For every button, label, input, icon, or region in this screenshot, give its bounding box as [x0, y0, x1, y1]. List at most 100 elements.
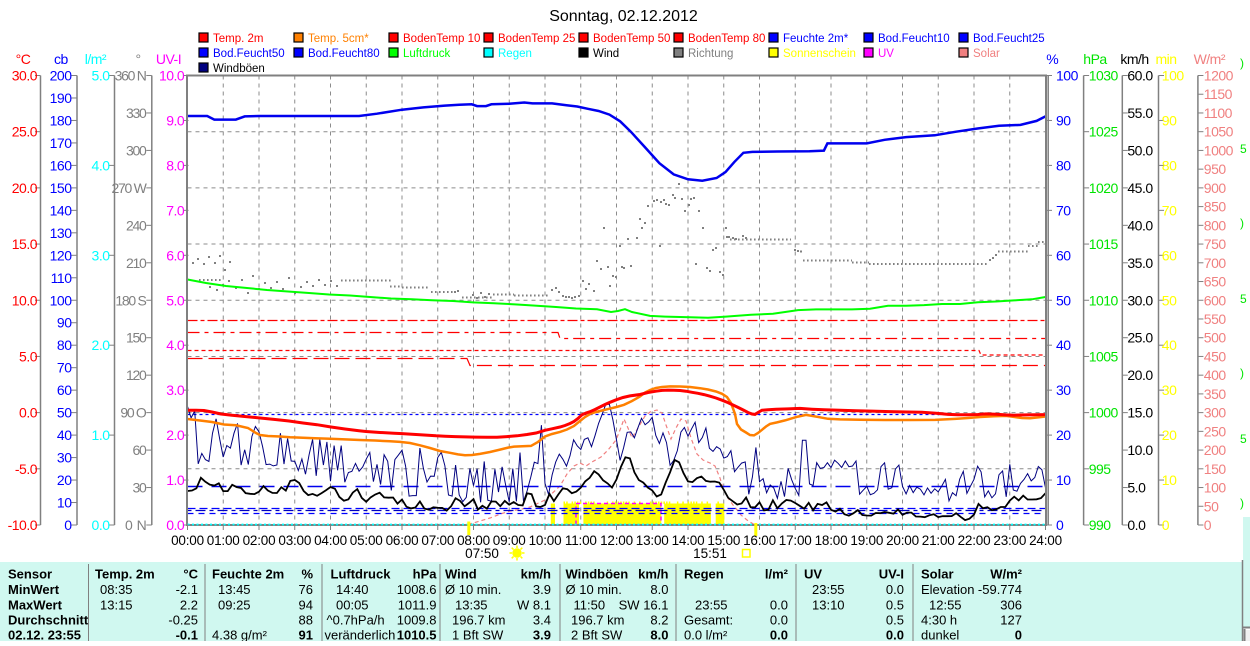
svg-text:0.0 l/m²: 0.0 l/m² [684, 628, 728, 642]
svg-text:70: 70 [57, 360, 72, 376]
svg-text:8.2: 8.2 [650, 613, 668, 628]
svg-text:60: 60 [1056, 247, 1071, 263]
svg-text:00:05: 00:05 [336, 598, 369, 613]
svg-text:Solar: Solar [973, 48, 1000, 60]
svg-text:70: 70 [1056, 202, 1071, 218]
svg-text:Wind: Wind [593, 48, 619, 60]
svg-text:8.0: 8.0 [650, 582, 668, 597]
svg-text:^0.7hPa/h: ^0.7hPa/h [327, 613, 385, 628]
svg-text:1200: 1200 [1204, 68, 1234, 84]
svg-text:0: 0 [1162, 517, 1170, 533]
svg-text:10: 10 [1056, 472, 1071, 488]
svg-text:5.0: 5.0 [92, 68, 111, 84]
svg-text:Wind: Wind [445, 567, 477, 582]
svg-text:Richtung: Richtung [688, 48, 733, 60]
svg-text:700: 700 [1204, 255, 1227, 271]
svg-text:%: % [301, 567, 313, 582]
svg-text:2.0: 2.0 [92, 337, 111, 353]
svg-text:min: min [1155, 51, 1176, 67]
svg-text:100: 100 [1162, 68, 1185, 84]
svg-text:850: 850 [1204, 199, 1227, 215]
svg-text:14:40: 14:40 [336, 582, 369, 597]
svg-text:03:00: 03:00 [278, 533, 311, 548]
svg-text:Windböen: Windböen [566, 567, 629, 582]
svg-text:5: 5 [1240, 292, 1247, 306]
svg-text:30: 30 [1056, 382, 1071, 398]
svg-text:150: 150 [1204, 461, 1227, 477]
svg-text:Sensor: Sensor [8, 567, 52, 582]
svg-text:0.0: 0.0 [770, 613, 788, 628]
svg-text:94: 94 [299, 598, 313, 613]
svg-text:0.0: 0.0 [770, 598, 788, 613]
svg-text:km/h: km/h [521, 567, 551, 582]
svg-text:Gesamt:: Gesamt: [684, 613, 733, 628]
svg-text:21:00: 21:00 [922, 533, 955, 548]
svg-text:550: 550 [1204, 311, 1227, 327]
svg-text:Regen: Regen [498, 48, 532, 60]
svg-text:BodenTemp 50: BodenTemp 50 [593, 33, 670, 45]
svg-text:0: 0 [1056, 517, 1064, 533]
svg-text:07:00: 07:00 [421, 533, 454, 548]
svg-text:30: 30 [1162, 382, 1177, 398]
svg-text:16:00: 16:00 [743, 533, 776, 548]
svg-text:90 O: 90 O [120, 405, 147, 421]
svg-text:Regen: Regen [684, 567, 724, 582]
svg-text:12:00: 12:00 [600, 533, 633, 548]
svg-text:l/m²: l/m² [765, 567, 789, 582]
svg-text:300: 300 [126, 142, 147, 158]
svg-text:04:00: 04:00 [314, 533, 347, 548]
svg-text:23:55: 23:55 [812, 582, 845, 597]
svg-text:100: 100 [1056, 68, 1079, 84]
svg-text:40: 40 [1056, 337, 1071, 353]
svg-text:0.0: 0.0 [92, 517, 111, 533]
svg-text:W/m²: W/m² [990, 567, 1022, 582]
svg-text:Feuchte 2m: Feuchte 2m [212, 567, 284, 582]
svg-text:60.0: 60.0 [1127, 68, 1153, 84]
svg-text:500: 500 [1204, 330, 1227, 346]
svg-text:23:55: 23:55 [695, 598, 728, 613]
svg-text:Solar: Solar [921, 567, 954, 582]
svg-text:MaxWert: MaxWert [8, 598, 63, 613]
svg-text:1 Bft SW: 1 Bft SW [452, 628, 504, 642]
svg-text:0 N: 0 N [125, 517, 146, 533]
svg-text:Luftdruck: Luftdruck [403, 48, 451, 60]
svg-text:18:00: 18:00 [815, 533, 848, 548]
svg-text:3.0: 3.0 [92, 247, 111, 263]
svg-text:25.0: 25.0 [1127, 330, 1153, 346]
svg-text:5.0: 5.0 [1127, 480, 1146, 496]
svg-text:100: 100 [1204, 480, 1227, 496]
svg-text:13:45: 13:45 [218, 582, 251, 597]
svg-text:1009.8: 1009.8 [397, 613, 437, 628]
svg-text:8.0: 8.0 [166, 157, 185, 173]
svg-text:0.0: 0.0 [886, 582, 904, 597]
svg-text:1.0: 1.0 [92, 427, 111, 443]
svg-text:70: 70 [1162, 202, 1177, 218]
svg-text:Temp. 5cm*: Temp. 5cm* [308, 33, 369, 45]
svg-text:km/h: km/h [638, 567, 668, 582]
svg-text:80: 80 [57, 337, 72, 353]
svg-text:09:25: 09:25 [218, 598, 251, 613]
svg-text:Temp. 2m: Temp. 2m [95, 567, 155, 582]
svg-text:11:00: 11:00 [565, 533, 597, 548]
svg-text:Bod.Feucht25: Bod.Feucht25 [973, 33, 1045, 45]
svg-text:Elevation: Elevation [921, 582, 974, 597]
svg-text:11:50: 11:50 [574, 598, 606, 613]
svg-text:UV: UV [804, 567, 822, 582]
svg-text:127: 127 [1000, 613, 1022, 628]
svg-text:BodenTemp 80: BodenTemp 80 [688, 33, 765, 45]
svg-text:MinWert: MinWert [8, 582, 60, 597]
svg-text:400: 400 [1204, 367, 1227, 383]
svg-text:180: 180 [50, 112, 73, 128]
svg-text:°: ° [135, 51, 140, 67]
svg-text:306: 306 [1000, 598, 1022, 613]
svg-text:Ø 10 min.: Ø 10 min. [566, 582, 622, 597]
svg-text:01:00: 01:00 [207, 533, 240, 548]
svg-text:50: 50 [57, 405, 72, 421]
svg-text:): ) [1240, 216, 1244, 230]
svg-text:15:51: 15:51 [693, 546, 727, 561]
svg-text:-10.0: -10.0 [8, 517, 38, 533]
svg-text:50: 50 [1162, 292, 1177, 308]
svg-text:0.0: 0.0 [166, 517, 185, 533]
svg-text:Bod.Feucht10: Bod.Feucht10 [878, 33, 950, 45]
svg-text:): ) [1240, 56, 1244, 70]
